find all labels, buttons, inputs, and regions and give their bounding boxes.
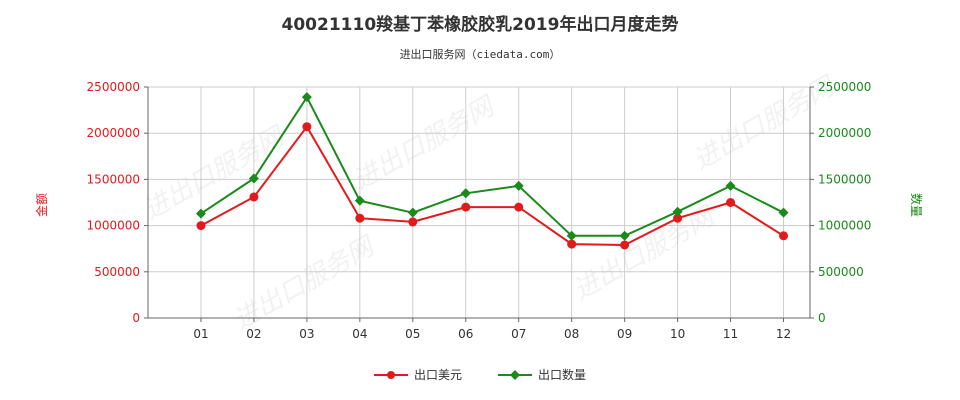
x-tick-label: 03 [299, 327, 314, 341]
x-tick-label: 09 [617, 327, 632, 341]
point-usd [673, 213, 683, 223]
legend-item-usd[interactable]: 出口美元 [373, 366, 462, 383]
point-usd [302, 122, 312, 132]
watermark: 进出口服务网 [229, 231, 382, 336]
right-tick-label: 500000 [818, 265, 864, 279]
right-tick-label: 1000000 [818, 219, 871, 233]
point-usd [355, 213, 365, 223]
legend-label-qty: 出口数量 [538, 368, 587, 382]
point-qty [778, 207, 789, 218]
right-tick-label: 2500000 [818, 80, 871, 94]
right-tick-label: 2000000 [818, 126, 871, 140]
x-tick-label: 06 [458, 327, 473, 341]
x-tick-label: 12 [776, 327, 791, 341]
series-line-qty [200, 95, 784, 237]
left-axis-title: 金额 [34, 193, 49, 217]
left-tick-label: 1000000 [87, 219, 140, 233]
point-qty [354, 195, 365, 206]
x-tick-label: 11 [723, 327, 738, 341]
chart-subtitle: 进出口服务网（ciedata.com） [399, 48, 561, 61]
x-tick-label: 05 [405, 327, 420, 341]
point-usd [461, 202, 471, 212]
x-tick-label: 04 [352, 327, 367, 341]
point-usd [567, 239, 577, 249]
chart-title: 40021110羧基丁苯橡胶胶乳2019年出口月度走势 [281, 15, 679, 35]
watermark: 进出口服务网 [569, 201, 722, 306]
point-usd [779, 231, 789, 241]
point-qty [672, 206, 683, 217]
legend-swatch-qty [498, 369, 532, 380]
left-tick-label: 0 [132, 311, 140, 325]
legend-label-usd: 出口美元 [413, 368, 462, 382]
legend-swatch-usd [373, 370, 408, 379]
left-tick-label: 1500000 [87, 172, 140, 186]
left-tick-label: 2000000 [87, 126, 140, 140]
left-tick-label: 500000 [94, 265, 140, 279]
point-qty [248, 173, 259, 184]
point-qty [513, 180, 524, 191]
point-usd [726, 198, 736, 207]
x-tick-label: 02 [246, 327, 261, 341]
x-tick-label: 10 [670, 327, 685, 341]
point-qty [195, 208, 206, 219]
point-qty [460, 188, 471, 199]
point-qty [301, 92, 312, 103]
watermark: 进出口服务网 [139, 121, 292, 226]
left-tick-label: 2500000 [87, 80, 140, 94]
point-usd [514, 202, 524, 212]
point-qty [725, 180, 736, 191]
right-tick-label: 1500000 [818, 172, 871, 186]
point-qty [407, 207, 418, 218]
point-usd [249, 192, 259, 202]
point-usd [620, 240, 630, 250]
point-usd [408, 217, 418, 227]
point-qty [566, 230, 577, 241]
x-tick-label: 07 [511, 327, 526, 341]
series-line-usd [200, 124, 785, 247]
x-tick-label: 01 [193, 327, 208, 341]
watermark: 进出口服务网 [349, 91, 502, 196]
right-tick-label: 0 [818, 311, 826, 325]
point-qty [619, 230, 630, 241]
legend: 出口美元 出口数量 [0, 366, 960, 383]
x-tick-label: 08 [564, 327, 579, 341]
legend-item-qty[interactable]: 出口数量 [498, 366, 586, 383]
point-usd [196, 221, 206, 231]
right-axis-title: 数量 [909, 193, 924, 217]
